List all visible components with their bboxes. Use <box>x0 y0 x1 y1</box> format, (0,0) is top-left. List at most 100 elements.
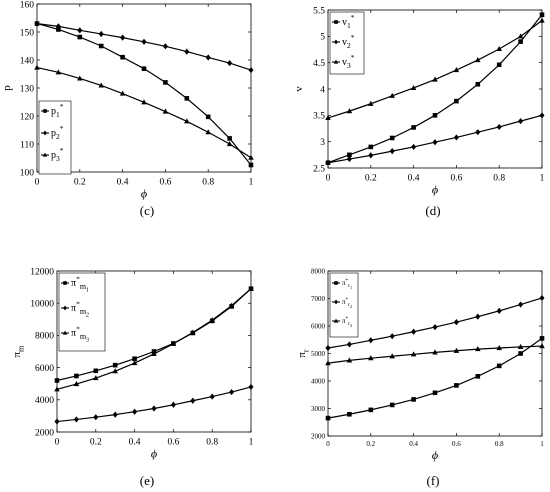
data-point-diamond <box>112 411 118 418</box>
legend-marker-square <box>334 20 338 24</box>
data-point-triangle <box>170 340 177 346</box>
legend-label: π*r1 <box>342 278 352 290</box>
y-tick-label: 12000 <box>30 267 54 277</box>
y-tick-label: 2000 <box>35 428 54 438</box>
legend-label: π*m3 <box>71 325 89 344</box>
data-point-triangle <box>539 343 545 349</box>
data-point-triangle <box>226 141 233 147</box>
legend-label: p3* <box>51 146 64 163</box>
chart-panel-c: 0 0.2 0.4 0.6 0.8 1 100 110 120 130 140 150 160 ϕ p p1*… <box>1 0 254 201</box>
y-tick-label: 110 <box>20 140 34 150</box>
data-point-triangle <box>209 317 215 323</box>
data-point-triangle <box>475 57 481 63</box>
legend-marker-diamond <box>43 130 47 136</box>
legend-label: p1* <box>51 102 64 119</box>
x-tick-label: 0.8 <box>495 440 504 448</box>
data-point-diamond <box>151 405 157 412</box>
y-tick-label: 100 <box>20 168 35 178</box>
x-tick-label: 0 <box>55 438 60 448</box>
data-point-square <box>325 415 331 421</box>
y-axis-label: πm <box>11 345 25 358</box>
data-point-square <box>432 390 438 396</box>
data-point-triangle <box>73 381 80 387</box>
legend-marker-triangle <box>333 318 339 323</box>
x-tick-label: 0.6 <box>167 438 179 448</box>
data-point-triangle <box>539 17 545 23</box>
data-point-triangle <box>112 368 118 374</box>
data-point-square <box>347 152 352 158</box>
data-point-triangle <box>77 75 83 81</box>
legend-marker-square <box>43 109 47 113</box>
data-point-diamond <box>120 34 126 41</box>
data-point-triangle <box>346 108 353 114</box>
data-point-square <box>54 378 60 383</box>
x-tick-label: 0.4 <box>117 178 129 188</box>
data-point-diamond <box>539 294 545 302</box>
data-point-triangle <box>368 100 374 106</box>
data-point-triangle <box>410 84 417 91</box>
data-point-square <box>389 135 395 141</box>
data-point-triangle <box>54 386 60 392</box>
data-point-diamond <box>346 155 352 163</box>
y-axis-label: πr <box>296 349 310 358</box>
y-tick-label: 5.5 <box>313 6 325 16</box>
y-tick-label: 120 <box>20 112 35 122</box>
data-point-square <box>454 383 459 388</box>
legend-box <box>38 100 72 175</box>
plot-frame <box>36 3 252 173</box>
legend-label: p2* <box>51 124 64 141</box>
data-point-square <box>77 34 83 40</box>
data-point-triangle <box>453 67 460 73</box>
data-point-square <box>132 356 137 362</box>
data-point-diamond <box>368 337 374 344</box>
data-point-diamond <box>518 118 524 125</box>
data-point-square <box>205 114 211 120</box>
data-point-triangle <box>190 329 196 335</box>
data-point-square <box>347 411 352 417</box>
data-point-square <box>496 363 502 369</box>
legend-label: π*m1 <box>71 275 89 294</box>
x-axis-label: ϕ <box>151 447 157 461</box>
data-point-diamond <box>518 301 524 308</box>
x-tick-label: 0.2 <box>74 178 86 188</box>
data-point-diamond <box>432 323 438 331</box>
chart-panel-f: 0 0.2 0.4 0.6 0.8 1 2000 3000 4000 5000 6000 7000 80… <box>296 267 545 462</box>
panel-label-d: (d) <box>425 203 440 218</box>
x-tick-label: 0 <box>35 178 40 188</box>
data-point-diamond <box>93 414 99 421</box>
data-point-diamond <box>77 27 83 34</box>
legend-marker-triangle <box>42 152 48 157</box>
x-tick-label: 0.8 <box>493 174 505 184</box>
data-point-diamond <box>205 54 211 61</box>
y-tick-label: 4 <box>320 85 325 95</box>
y-tick-label: 4000 <box>35 396 54 406</box>
y-tick-label: 10000 <box>30 300 54 310</box>
panel-label-e: (e) <box>140 473 154 488</box>
y-tick-label: 130 <box>20 84 35 94</box>
legend-label: π*r3 <box>342 316 352 328</box>
data-point-diamond <box>453 319 459 326</box>
data-point-diamond <box>325 344 331 352</box>
y-tick-label: 6000 <box>35 364 54 374</box>
data-point-triangle <box>325 360 331 366</box>
data-point-square <box>518 351 523 356</box>
x-tick-label: 0 <box>326 440 330 448</box>
data-point-diamond <box>98 30 104 38</box>
data-point-triangle <box>410 351 417 357</box>
data-point-square <box>475 374 481 379</box>
data-point-square <box>112 362 118 368</box>
y-tick-label: 3000 <box>311 405 326 413</box>
x-tick-label: 0.8 <box>202 178 214 188</box>
data-point-square <box>141 66 147 71</box>
y-tick-label: 8000 <box>35 332 54 342</box>
data-point-triangle <box>346 357 353 363</box>
data-point-triangle <box>389 353 395 359</box>
data-point-square <box>454 98 459 104</box>
x-axis-label: ϕ <box>432 183 438 197</box>
data-point-diamond <box>54 418 60 425</box>
legend-label: π*m2 <box>71 300 89 319</box>
data-point-square <box>432 113 438 118</box>
legend-label: v3* <box>342 53 355 70</box>
data-point-diamond <box>432 139 438 146</box>
data-point-triangle <box>368 355 374 361</box>
